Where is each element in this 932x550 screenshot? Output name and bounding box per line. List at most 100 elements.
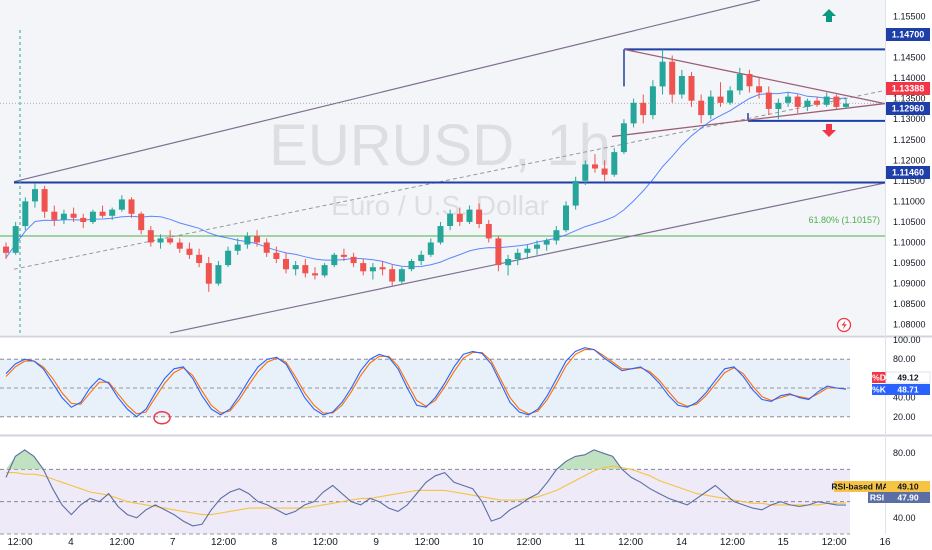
candle[interactable] [843, 98, 849, 109]
rsi-panel[interactable] [0, 449, 850, 535]
candle[interactable] [659, 49, 666, 95]
level-tag-1.14700[interactable]: 1.14700 [886, 28, 930, 41]
oversold-circle[interactable] [153, 411, 171, 425]
candle[interactable] [283, 252, 289, 274]
candle[interactable] [572, 176, 579, 210]
candle[interactable] [514, 248, 521, 266]
candle[interactable] [785, 92, 792, 107]
candle[interactable] [495, 236, 502, 272]
candle[interactable] [630, 98, 637, 128]
triangle-upper-line[interactable] [623, 48, 886, 105]
triangle-lower-line[interactable] [611, 102, 886, 138]
candle[interactable] [620, 119, 627, 155]
candle[interactable] [196, 248, 203, 268]
candle[interactable] [746, 69, 753, 93]
candle[interactable] [321, 263, 328, 278]
moving-average-line[interactable] [5, 91, 847, 268]
stoch-d-line[interactable] [5, 349, 847, 415]
candle[interactable] [379, 261, 386, 276]
candle[interactable] [263, 238, 270, 257]
candle[interactable] [176, 238, 183, 253]
candle[interactable] [225, 246, 232, 268]
candle[interactable] [128, 197, 135, 218]
level-tag-1.12960[interactable]: 1.12960 [886, 102, 930, 115]
candle[interactable] [804, 98, 811, 111]
candle[interactable] [369, 263, 376, 280]
candle[interactable] [215, 261, 222, 286]
candle[interactable] [51, 205, 58, 227]
candle[interactable] [534, 240, 540, 255]
candle[interactable] [340, 248, 347, 262]
candle[interactable] [32, 182, 38, 208]
candle[interactable] [157, 234, 164, 249]
candle[interactable] [698, 94, 705, 124]
stoch-k-line[interactable] [5, 347, 847, 418]
rsi-ma-tag[interactable]: RSI-based MA 49.10 [831, 481, 930, 492]
candle[interactable] [80, 213, 87, 229]
level-tag-1.11460[interactable]: 1.11460 [886, 166, 930, 179]
main-panel[interactable] [0, 0, 886, 335]
candle[interactable] [437, 221, 444, 245]
candle[interactable] [205, 256, 212, 292]
current-price-tag[interactable]: 1.13388 [886, 82, 930, 95]
candle[interactable] [12, 221, 19, 255]
alert-icon[interactable] [836, 317, 852, 333]
candle[interactable] [331, 252, 338, 268]
candle[interactable] [669, 55, 676, 103]
candle[interactable] [138, 211, 145, 235]
candle[interactable] [756, 78, 763, 99]
candle[interactable] [678, 69, 685, 99]
candle[interactable] [41, 185, 48, 218]
candle[interactable] [601, 160, 608, 181]
candle[interactable] [273, 246, 280, 264]
candle[interactable] [312, 267, 318, 280]
candle[interactable] [814, 96, 820, 107]
candle[interactable] [592, 154, 598, 173]
candle[interactable] [186, 242, 193, 259]
candle[interactable] [707, 90, 714, 120]
candle[interactable] [553, 226, 560, 245]
candle[interactable] [794, 94, 801, 114]
candle[interactable] [447, 209, 454, 231]
candle[interactable] [736, 67, 743, 95]
stoch-d-tag[interactable]: %D 49.12 [872, 371, 931, 384]
candle[interactable] [147, 226, 154, 247]
channel-upper-line[interactable] [13, 0, 761, 183]
candle[interactable] [99, 205, 106, 218]
candle[interactable] [389, 265, 396, 286]
candle[interactable] [89, 209, 96, 225]
candle[interactable] [476, 203, 483, 229]
candle[interactable] [727, 86, 734, 105]
candle[interactable] [524, 244, 531, 259]
candle[interactable] [543, 238, 550, 251]
candle[interactable] [466, 205, 473, 225]
candle[interactable] [254, 230, 260, 247]
rsi-ma-line[interactable] [6, 465, 847, 516]
candle[interactable] [717, 82, 724, 107]
candle[interactable] [234, 238, 241, 255]
candle[interactable] [765, 86, 772, 116]
candle[interactable] [408, 258, 415, 272]
candle[interactable] [398, 267, 405, 284]
candle[interactable] [640, 94, 647, 124]
candle[interactable] [563, 201, 569, 233]
rsi-line[interactable] [5, 449, 847, 527]
candle[interactable] [118, 195, 125, 212]
candle[interactable] [611, 147, 618, 177]
candle[interactable] [3, 242, 9, 259]
candle[interactable] [350, 252, 357, 268]
candle[interactable] [649, 80, 656, 120]
candle[interactable] [244, 232, 251, 249]
candle[interactable] [109, 207, 116, 220]
candle[interactable] [360, 258, 367, 276]
candle[interactable] [823, 92, 830, 107]
candle[interactable] [833, 94, 840, 109]
stochastic-panel[interactable] [0, 347, 850, 425]
stoch-k-tag[interactable]: %K 48.71 [872, 384, 930, 395]
candle[interactable] [167, 230, 174, 245]
candle[interactable] [688, 71, 695, 107]
candle[interactable] [302, 258, 309, 278]
candle[interactable] [60, 209, 67, 225]
candle[interactable] [70, 207, 77, 222]
